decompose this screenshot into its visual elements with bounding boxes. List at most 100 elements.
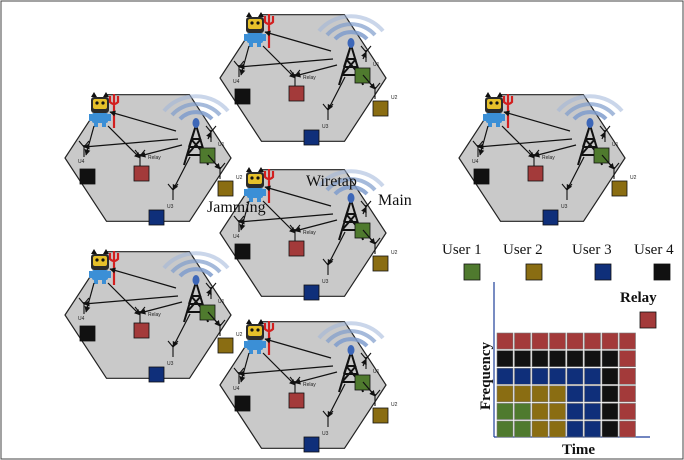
legend-user3-label: User 3 (572, 242, 612, 258)
eavesdropper-icon (483, 92, 512, 128)
legend-user2-swatch (526, 264, 542, 280)
u3-node (149, 210, 164, 225)
grid-cell-user3 (532, 368, 548, 384)
grid-cell-user2 (550, 386, 566, 402)
relay-label: Relay (148, 312, 161, 318)
u2-node (218, 181, 233, 196)
grid-cell-user3 (585, 403, 601, 419)
eavesdropper-icon (89, 92, 118, 128)
u4-label: U4 (233, 79, 240, 85)
u4-label: U4 (78, 316, 85, 322)
cell-upper-right: RelayU1U2U3U4 (459, 92, 637, 225)
relay-node (134, 166, 149, 181)
grid-cell-user3 (567, 403, 583, 419)
u2-label: U2 (391, 402, 398, 408)
main-label: Main (378, 192, 412, 209)
u1-label: U1 (218, 142, 225, 148)
grid-cells (497, 333, 636, 437)
grid-cell-user2 (550, 421, 566, 437)
u3-label: U3 (322, 431, 329, 437)
u2-label: U2 (391, 250, 398, 256)
eavesdropper-icon (244, 167, 273, 203)
grid-cell-relay (585, 333, 601, 349)
grid-cell-user4 (532, 351, 548, 367)
grid-cell-user1 (497, 421, 513, 437)
eavesdropper-icon (89, 249, 118, 285)
relay-label: Relay (303, 75, 316, 81)
grid-y-label: Frequency (478, 341, 494, 410)
grid-cell-user3 (567, 421, 583, 437)
legend-user2-label: User 2 (503, 242, 543, 258)
grid-cell-user4 (602, 368, 618, 384)
grid-cell-user1 (515, 421, 531, 437)
grid-cell-user4 (602, 403, 618, 419)
wiretap-label: Wiretap (306, 173, 357, 190)
u3-label: U3 (167, 204, 174, 210)
grid-cell-user2 (532, 386, 548, 402)
eavesdropper-icon (244, 319, 273, 355)
legend-relay-label: Relay (620, 290, 657, 306)
u3-node (543, 210, 558, 225)
grid-cell-relay (550, 333, 566, 349)
u4-node (80, 169, 95, 184)
grid-cell-user3 (567, 386, 583, 402)
u2-node (218, 338, 233, 353)
relay-label: Relay (303, 382, 316, 388)
u4-node (235, 89, 250, 104)
grid-cell-user2 (515, 386, 531, 402)
u2-node (373, 408, 388, 423)
grid-cell-user3 (550, 368, 566, 384)
grid-cell-user4 (602, 421, 618, 437)
grid-cell-user3 (585, 421, 601, 437)
u2-node (373, 256, 388, 271)
u3-label: U3 (322, 279, 329, 285)
grid-cell-relay (515, 333, 531, 349)
grid-cell-user3 (585, 386, 601, 402)
grid-cell-relay (620, 403, 636, 419)
grid-cell-user3 (497, 368, 513, 384)
grid-cell-user2 (550, 403, 566, 419)
u4-node (235, 244, 250, 259)
legend: User 1 User 2 User 3 User 4 Relay (442, 242, 674, 328)
resource-grid: Frequency Time (478, 282, 650, 458)
u3-node (304, 130, 319, 145)
cell-lower-left: RelayU1U2U3U4 (65, 249, 243, 382)
u3-node (304, 437, 319, 452)
u4-label: U4 (233, 386, 240, 392)
grid-x-label: Time (562, 442, 595, 458)
grid-cell-relay (532, 333, 548, 349)
grid-cell-user4 (550, 351, 566, 367)
u1-label: U1 (373, 369, 380, 375)
grid-cell-user4 (602, 351, 618, 367)
u2-node (612, 181, 627, 196)
u1-label: U1 (612, 142, 619, 148)
relay-node (289, 393, 304, 408)
grid-cell-user2 (497, 386, 513, 402)
grid-cell-user2 (532, 403, 548, 419)
legend-user3-swatch (595, 264, 611, 280)
legend-user1-label: User 1 (442, 242, 482, 258)
legend-user1-swatch (464, 264, 480, 280)
grid-cell-relay (602, 333, 618, 349)
grid-cell-relay (497, 333, 513, 349)
u4-node (474, 169, 489, 184)
grid-cell-relay (620, 386, 636, 402)
grid-cell-relay (620, 421, 636, 437)
u4-node (235, 396, 250, 411)
grid-cell-user4 (585, 351, 601, 367)
u3-label: U3 (561, 204, 568, 210)
grid-cell-user3 (585, 368, 601, 384)
u4-label: U4 (233, 234, 240, 240)
grid-cell-relay (620, 351, 636, 367)
grid-cell-relay (620, 368, 636, 384)
jamming-label: Jamming (207, 199, 266, 216)
relay-node (528, 166, 543, 181)
u4-label: U4 (78, 159, 85, 165)
u2-node (373, 101, 388, 116)
relay-label: Relay (542, 155, 555, 161)
legend-user4-label: User 4 (634, 242, 674, 258)
grid-cell-user2 (532, 421, 548, 437)
relay-node (134, 323, 149, 338)
u3-label: U3 (167, 361, 174, 367)
